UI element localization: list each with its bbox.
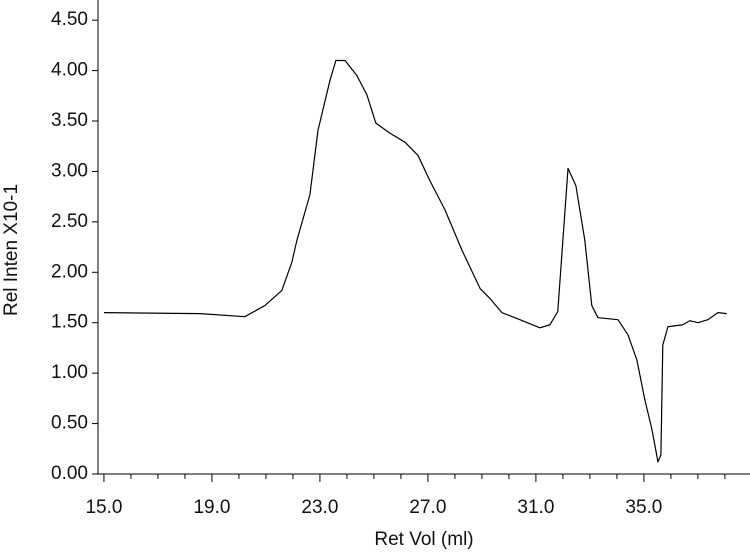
y-tick-label: 1.50 bbox=[51, 312, 88, 333]
y-tick-label: 2.50 bbox=[51, 211, 88, 232]
x-tick-label: 23.0 bbox=[301, 497, 338, 518]
x-axis-label: Ret Vol (ml) bbox=[374, 529, 473, 550]
x-tick-label: 35.0 bbox=[625, 497, 662, 518]
y-tick-label: 2.00 bbox=[51, 261, 88, 282]
x-tick-label: 15.0 bbox=[85, 497, 122, 518]
y-tick-label: 4.50 bbox=[51, 9, 88, 30]
x-tick-label: 19.0 bbox=[193, 497, 230, 518]
y-tick-label: 0.50 bbox=[51, 413, 88, 434]
y-tick-label: 1.00 bbox=[51, 362, 88, 383]
y-tick-label: 0.00 bbox=[51, 463, 88, 484]
y-tick-label: 3.50 bbox=[51, 110, 88, 131]
x-tick-label: 31.0 bbox=[517, 497, 554, 518]
data-line bbox=[103, 59, 727, 463]
y-tick-label: 3.00 bbox=[51, 160, 88, 181]
x-tick-label: 27.0 bbox=[409, 497, 446, 518]
y-axis-label: Rel Inten X10-1 bbox=[1, 184, 22, 316]
y-tick-label: 4.00 bbox=[51, 60, 88, 81]
